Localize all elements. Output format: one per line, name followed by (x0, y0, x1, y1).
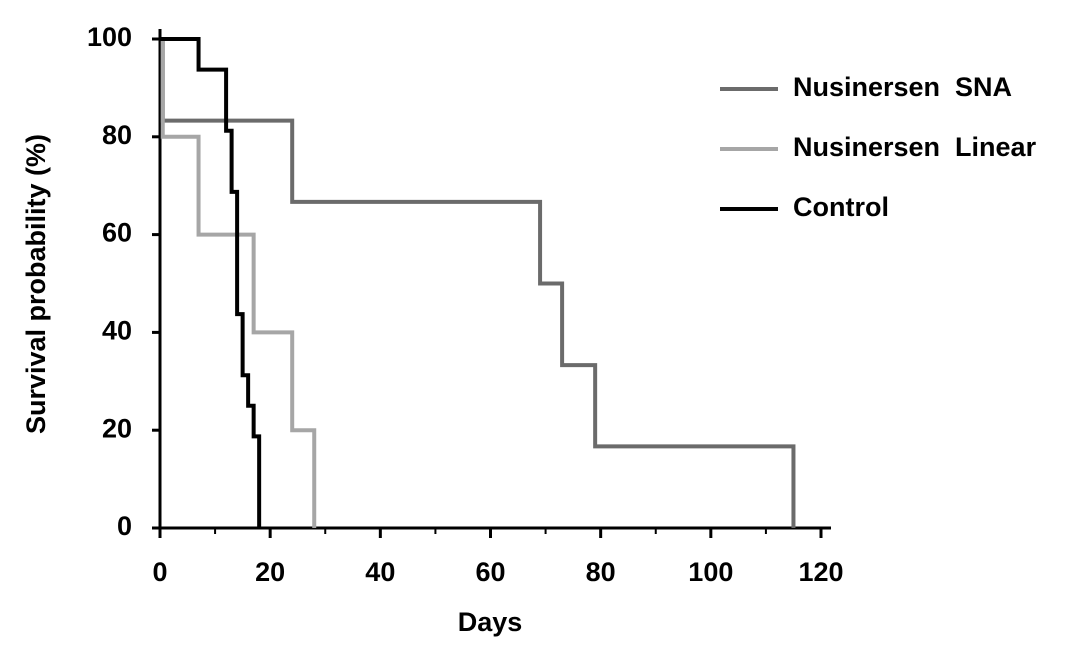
y-axis-title: Survival probability (%) (21, 134, 51, 434)
x-tick-label: 120 (798, 557, 843, 587)
x-tick-label: 60 (475, 557, 505, 587)
y-tick-label: 0 (117, 511, 132, 541)
x-tick-label: 80 (586, 557, 616, 587)
x-tick-label: 40 (365, 557, 395, 587)
y-tick-label: 100 (87, 22, 132, 52)
x-tick-label: 0 (152, 557, 167, 587)
y-tick-label: 80 (102, 120, 132, 150)
x-tick-label: 20 (255, 557, 285, 587)
survival-line (160, 37, 262, 528)
x-tick-label: 100 (688, 557, 733, 587)
legend-label: Nusinersen Linear (793, 132, 1037, 162)
legend-label: Nusinersen SNA (793, 72, 1012, 102)
x-axis-title: Days (458, 607, 523, 637)
survival-line (160, 37, 317, 528)
y-tick-label: 60 (102, 218, 132, 248)
y-tick-label: 20 (102, 413, 132, 443)
legend-label: Control (793, 192, 889, 222)
y-tick-label: 40 (102, 316, 132, 346)
